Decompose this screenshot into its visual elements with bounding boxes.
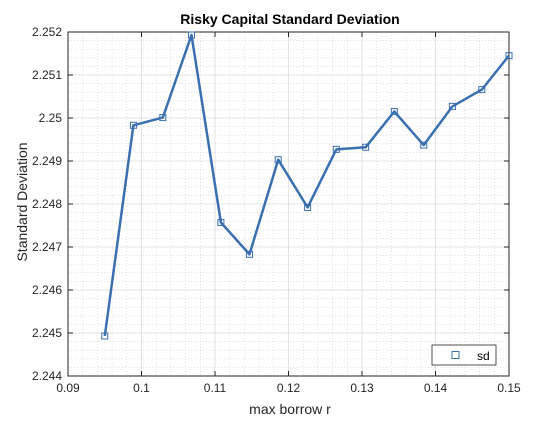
tick-marks [67,31,510,377]
y-axis-label: Standard Deviation [14,142,30,261]
x-tick-labels: 0.09 0.1 0.11 0.12 0.13 0.14 0.15 [56,381,521,395]
y-tick-label: 2.246 [32,283,62,297]
data-point-marker [101,332,109,340]
legend[interactable]: sd [431,344,497,366]
x-axis-label: max borrow r [249,401,331,417]
y-tick-label: 2.245 [32,326,62,340]
legend-marker-square-icon [451,351,460,359]
data-point-marker [187,31,195,39]
legend-label: sd [477,349,490,363]
data-point-marker [304,203,312,211]
legend-box [431,344,497,366]
x-tick-label: 0.13 [350,381,374,395]
data-point-marker [129,121,137,129]
y-tick-label: 2.247 [32,240,62,254]
x-tick-label: 0.12 [277,381,301,395]
x-tick-label: 0.1 [133,381,150,395]
series-line [103,33,510,337]
y-tick-labels: 2.244 2.245 2.246 2.247 2.248 2.249 2.25 2.251 2… [32,25,62,383]
series-layer [101,31,513,340]
data-point-marker [390,108,398,116]
y-tick-label: 2.251 [32,68,62,82]
data-point-marker [217,218,225,226]
data-point-marker [362,143,370,151]
data-point-marker [505,52,513,60]
data-point-marker [246,250,254,258]
y-tick-label: 2.249 [32,154,62,168]
data-point-marker [478,86,486,94]
x-tick-label: 0.11 [204,381,227,395]
chart-title: Risky Capital Standard Deviation [180,11,399,27]
data-point-marker [448,102,456,110]
data-point-marker [332,145,340,153]
x-tick-label: 0.09 [56,381,80,395]
data-point-marker [274,156,282,164]
y-tick-label: 2.244 [32,369,62,383]
data-point-marker [420,141,428,149]
x-tick-label: 0.14 [424,381,448,395]
y-tick-label: 2.248 [32,197,62,211]
y-tick-label: 2.252 [32,25,62,39]
x-tick-label: 0.15 [497,381,521,395]
y-tick-label: 2.25 [39,111,63,125]
data-point-marker [159,114,167,122]
